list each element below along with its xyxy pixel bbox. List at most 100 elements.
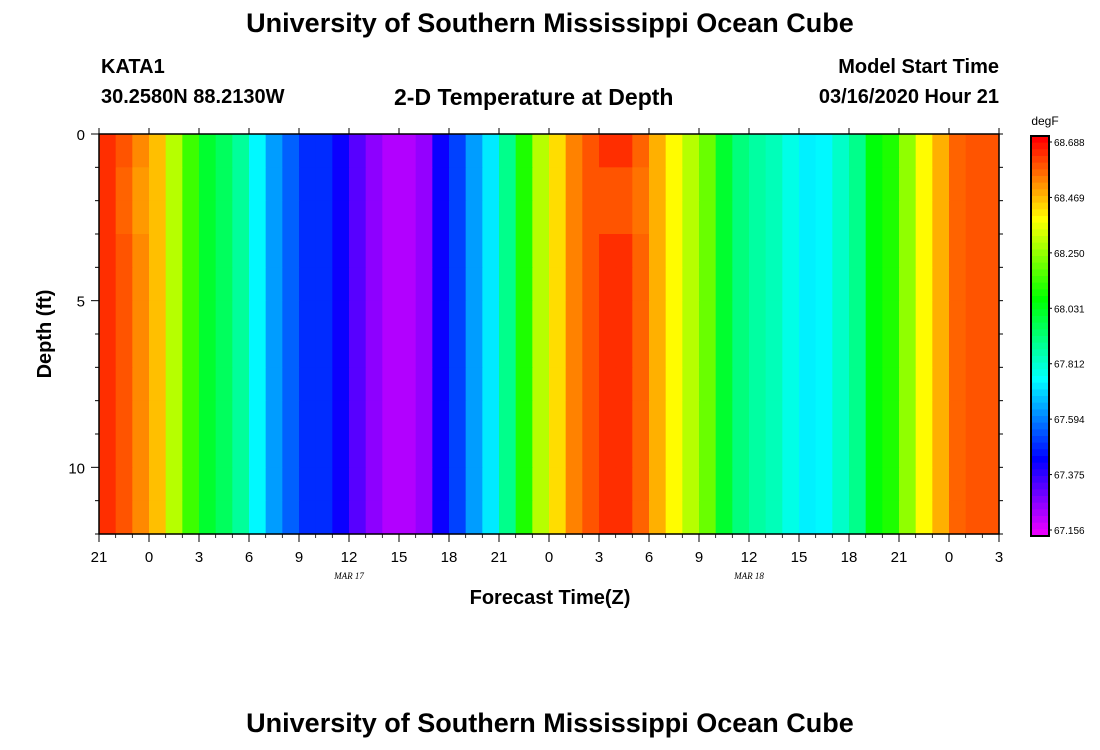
heatmap-cell xyxy=(432,300,450,335)
heatmap-cell xyxy=(699,267,717,302)
heatmap-cell xyxy=(865,300,883,335)
heatmap-cell xyxy=(149,234,167,268)
heatmap-cell xyxy=(232,300,250,335)
heatmap-cell xyxy=(99,400,117,435)
heatmap-cell xyxy=(199,300,217,335)
station-coordinates: 30.2580N 88.2130W xyxy=(101,86,285,108)
heatmap-cell xyxy=(199,334,217,368)
heatmap-cell xyxy=(499,467,517,502)
colorbar-segment xyxy=(1031,476,1049,484)
heatmap-cell xyxy=(832,334,850,368)
colorbar-segment xyxy=(1031,309,1049,317)
heatmap-cell xyxy=(749,500,767,535)
colorbar-segment xyxy=(1031,289,1049,297)
heatmap-cell xyxy=(332,500,350,535)
heatmap-cell xyxy=(532,367,550,402)
heatmap-cell xyxy=(249,500,267,535)
heatmap-cell xyxy=(115,267,133,302)
heatmap-cell xyxy=(699,300,717,335)
heatmap-cell xyxy=(182,300,200,335)
heatmap-cell xyxy=(949,300,967,335)
page-title: University of Southern Mississippi Ocean… xyxy=(246,8,854,38)
heatmap-cell xyxy=(265,167,283,202)
heatmap-cell xyxy=(532,234,550,268)
heatmap-cell xyxy=(699,134,717,168)
heatmap-cell xyxy=(265,400,283,435)
heatmap-cell xyxy=(849,234,867,268)
heatmap-cell xyxy=(899,200,917,235)
heatmap-cell xyxy=(765,200,783,235)
colorbar-segment xyxy=(1031,382,1049,390)
colorbar-segment xyxy=(1031,209,1049,217)
heatmap-cell xyxy=(399,234,417,268)
heatmap-cell xyxy=(365,400,383,435)
heatmap-cell xyxy=(599,267,617,302)
heatmap-cell xyxy=(315,367,333,402)
heatmap-cell xyxy=(565,434,583,468)
heatmap-cell xyxy=(249,467,267,502)
heatmap-cell xyxy=(682,467,700,502)
heatmap-cell xyxy=(415,300,433,335)
heatmap-cell xyxy=(349,500,367,535)
heatmap-cell xyxy=(415,500,433,535)
heatmap-cell xyxy=(482,167,500,202)
heatmap-cell xyxy=(615,167,633,202)
heatmap-cell xyxy=(765,267,783,302)
heatmap-cell xyxy=(849,200,867,235)
heatmap-cell xyxy=(682,167,700,202)
colorbar-segment xyxy=(1031,402,1049,410)
heatmap-cell xyxy=(399,500,417,535)
colorbar-segment xyxy=(1031,516,1049,524)
heatmap-cell xyxy=(632,234,650,268)
heatmap-cell xyxy=(732,167,750,202)
heatmap-cell xyxy=(715,500,733,535)
heatmap-cell xyxy=(632,467,650,502)
heatmap-cell xyxy=(915,400,933,435)
heatmap-cell xyxy=(499,434,517,468)
x-axis-label: Forecast Time(Z) xyxy=(470,587,631,609)
heatmap-cell xyxy=(315,300,333,335)
heatmap-cell xyxy=(849,134,867,168)
x-tick-label: 21 xyxy=(91,549,108,566)
colorbar-segment xyxy=(1031,429,1049,437)
heatmap-cell xyxy=(782,467,800,502)
x-tick-label: 18 xyxy=(841,549,858,566)
heatmap-cell xyxy=(499,134,517,168)
x-tick-label: 0 xyxy=(945,549,953,566)
colorbar-segment xyxy=(1031,322,1049,330)
heatmap-cell xyxy=(99,434,117,468)
heatmap-cell xyxy=(165,200,183,235)
heatmap-cell xyxy=(882,267,900,302)
heatmap-cell xyxy=(649,500,667,535)
heatmap-cell xyxy=(465,234,483,268)
heatmap-cell xyxy=(132,500,150,535)
heatmap-cell xyxy=(815,500,833,535)
heatmap-cell xyxy=(965,300,983,335)
heatmap-cell xyxy=(665,234,683,268)
x-date-label: MAR 17 xyxy=(333,571,364,581)
heatmap-cell xyxy=(615,434,633,468)
heatmap-cell xyxy=(232,134,250,168)
colorbar-segment xyxy=(1031,182,1049,190)
model-start-value: 03/16/2020 Hour 21 xyxy=(818,86,999,108)
heatmap-cell xyxy=(532,267,550,302)
heatmap-cell xyxy=(982,434,1000,468)
heatmap-cell xyxy=(515,267,533,302)
colorbar-segment xyxy=(1031,462,1049,470)
heatmap-cell xyxy=(482,367,500,402)
heatmap-cell xyxy=(532,334,550,368)
heatmap-cell xyxy=(315,234,333,268)
heatmap-cell xyxy=(399,167,417,202)
heatmap-cell xyxy=(665,200,683,235)
heatmap-cell xyxy=(265,234,283,268)
heatmap-cell xyxy=(882,500,900,535)
heatmap-cell xyxy=(965,167,983,202)
heatmap-cell xyxy=(365,234,383,268)
heatmap-cell xyxy=(132,467,150,502)
heatmap-cell xyxy=(99,267,117,302)
heatmap-cell xyxy=(732,367,750,402)
heatmap-cell xyxy=(932,267,950,302)
heatmap-cell xyxy=(349,234,367,268)
heatmap-cell xyxy=(532,400,550,435)
